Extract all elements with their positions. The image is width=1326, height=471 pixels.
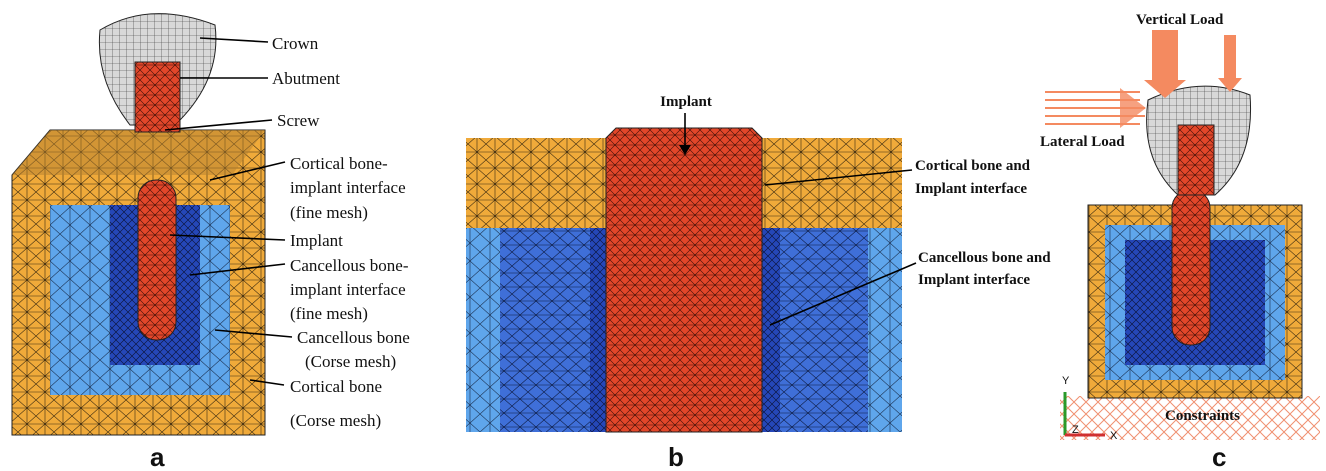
axis-label: X xyxy=(1110,430,1118,442)
panel-b: Implant Cortical bone and Implant interf… xyxy=(466,94,1051,471)
label: Screw xyxy=(277,111,320,130)
label: Implant interface xyxy=(918,272,1030,288)
panel-c: Vertical Load Lateral Load Constraints Y… xyxy=(1040,12,1320,471)
label: Cortical bone and xyxy=(915,158,1031,174)
abutment xyxy=(135,62,180,132)
arrowhead xyxy=(1120,88,1146,128)
label: Cancellous bone- xyxy=(290,256,409,275)
vertical-load xyxy=(1144,30,1186,98)
label: (fine mesh) xyxy=(290,304,368,323)
panel-letter: b xyxy=(668,442,684,471)
panel-letter: a xyxy=(150,442,165,471)
label: Crown xyxy=(272,34,319,53)
label: (Corse mesh) xyxy=(290,411,381,430)
label: (Corse mesh) xyxy=(305,352,396,371)
cancellous-edge xyxy=(466,228,500,432)
label: Implant xyxy=(290,231,343,250)
implant xyxy=(1172,190,1210,345)
leader xyxy=(165,120,272,130)
axis-label: Y xyxy=(1062,375,1070,387)
label: Cortical bone- xyxy=(290,154,388,173)
axis-label: Z xyxy=(1072,424,1079,436)
label: Implant xyxy=(660,94,712,110)
implant xyxy=(606,128,762,432)
label: Implant interface xyxy=(915,181,1027,197)
label: implant interface xyxy=(290,280,406,299)
cancellous-edge xyxy=(868,228,902,432)
label: Abutment xyxy=(272,69,340,88)
label: Cortical bone xyxy=(290,377,382,396)
panel-a: Crown Abutment Screw Cortical bone- impl… xyxy=(12,14,410,471)
abutment xyxy=(1178,125,1214,195)
implant xyxy=(138,180,176,340)
top-face xyxy=(12,130,265,175)
label: Cancellous bone xyxy=(297,328,410,347)
label: Lateral Load xyxy=(1040,134,1125,150)
vertical-load xyxy=(1218,35,1242,92)
label: Vertical Load xyxy=(1136,12,1224,28)
label: (fine mesh) xyxy=(290,203,368,222)
label: Cancellous bone and xyxy=(918,250,1051,266)
label: Constraints xyxy=(1165,408,1240,424)
figure: Crown Abutment Screw Cortical bone- impl… xyxy=(0,0,1326,471)
panel-letter: c xyxy=(1212,442,1226,471)
label: implant interface xyxy=(290,178,406,197)
